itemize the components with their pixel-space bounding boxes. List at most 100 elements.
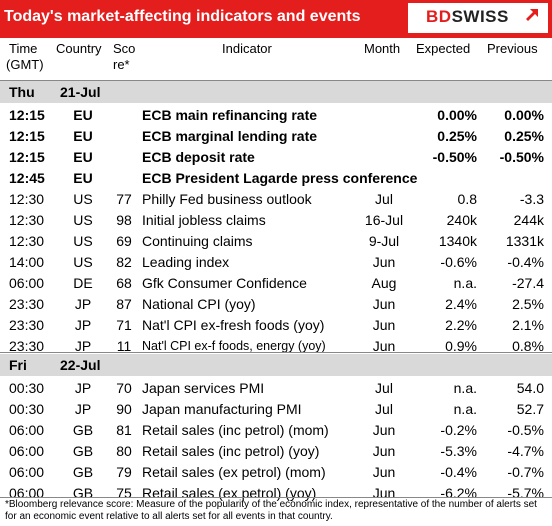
cell-score: 11 [116, 338, 132, 354]
section-divider [0, 352, 552, 353]
col-score-l2: re* [113, 57, 130, 72]
cell-indicator: Retail sales (ex petrol) (mom) [142, 464, 326, 480]
cell-indicator: Japan services PMI [142, 380, 265, 396]
cell-indicator: National CPI (yoy) [142, 296, 256, 312]
cell-score: 79 [116, 464, 132, 480]
cell-month: Jun [372, 443, 396, 459]
cell-month: 16-Jul [364, 212, 404, 228]
table-row: 06:00 GB 79 Retail sales (ex petrol) (mom) J… [0, 461, 552, 482]
cell-month: Jun [372, 296, 396, 312]
cell-time: 06:00 [9, 464, 45, 480]
cell-country: GB [72, 443, 94, 459]
cell-time: 14:00 [9, 254, 45, 270]
cell-expected: 240k [446, 212, 477, 228]
table-row: 06:00 DE 68 Gfk Consumer Confidence Aug n.a. -… [0, 272, 552, 293]
cell-country: GB [72, 422, 94, 438]
table-row: 00:30 JP 90 Japan manufacturing PMI Jul n.a. 5… [0, 398, 552, 419]
cell-score: 81 [116, 422, 132, 438]
cell-time: 12:30 [9, 212, 45, 228]
cell-month: Jun [372, 317, 396, 333]
cell-time: 23:30 [9, 317, 45, 333]
cell-country: US [73, 254, 93, 270]
cell-previous: 0.8% [512, 338, 544, 354]
column-header-row: Time (GMT) Country Sco re* Indicator Mon… [0, 38, 552, 81]
col-time-l2: (GMT) [6, 57, 44, 72]
cell-country: US [73, 233, 93, 249]
cell-score: 71 [116, 317, 132, 333]
section-date: 21-Jul [60, 84, 101, 100]
table-row: 12:45 EU ECB President Lagarde press confe… [0, 167, 552, 188]
col-country: Country [56, 41, 102, 56]
cell-score: 90 [116, 401, 132, 417]
table-row: 23:30 JP 87 National CPI (yoy) Jun 2.4% 2.5% [0, 293, 552, 314]
cell-indicator: ECB deposit rate [142, 149, 255, 165]
cell-previous: 1331k [505, 233, 544, 249]
bdswiss-logo: BDSWISS [408, 3, 548, 33]
col-score-l1: Sco [113, 41, 136, 56]
table-row: 12:15 EU ECB deposit rate -0.50% -0.50% [0, 146, 552, 167]
cell-expected: -0.2% [440, 422, 477, 438]
cell-country: JP [74, 296, 92, 312]
section-date: 22-Jul [60, 357, 101, 373]
cell-expected: 0.00% [437, 107, 477, 123]
cell-expected: 0.8 [457, 191, 477, 207]
day-section-header: Fri 22-Jul [0, 354, 552, 376]
cell-month: Jul [375, 401, 393, 417]
cell-indicator: Retail sales (inc petrol) (yoy) [142, 443, 320, 459]
cell-expected: -0.50% [432, 149, 477, 165]
cell-indicator: Initial jobless claims [142, 212, 266, 228]
cell-indicator: Gfk Consumer Confidence [142, 275, 307, 291]
table-row: 12:15 EU ECB main refinancing rate 0.00% 0.0… [0, 104, 552, 125]
cell-time: 23:30 [9, 296, 45, 312]
cell-expected: 0.9% [445, 338, 477, 354]
col-time-l1: Time [9, 41, 38, 56]
table-row: 23:30 JP 11 Nat'l CPI ex-f foods, energy (y… [0, 335, 552, 356]
cell-month: Jul [375, 380, 393, 396]
table-row: 12:30 US 69 Continuing claims 9-Jul 1340k 1331… [0, 230, 552, 251]
cell-country: EU [73, 170, 93, 186]
cell-country: JP [74, 317, 92, 333]
cell-expected: 2.2% [445, 317, 477, 333]
title-bar: Today's market-affecting indicators and … [0, 0, 552, 38]
cell-indicator: ECB marginal lending rate [142, 128, 318, 144]
cell-expected: n.a. [453, 275, 477, 291]
table-row: 23:30 JP 71 Nat'l CPI ex-fresh foods (yoy) J… [0, 314, 552, 335]
cell-score: 69 [116, 233, 132, 249]
cell-time: 00:30 [9, 401, 45, 417]
cell-score: 87 [116, 296, 132, 312]
cell-time: 12:30 [9, 191, 45, 207]
cell-score: 77 [116, 191, 132, 207]
cell-indicator: Continuing claims [142, 233, 253, 249]
table-row: 00:30 JP 70 Japan services PMI Jul n.a. 54.0 [0, 377, 552, 398]
cell-expected: -0.6% [440, 254, 477, 270]
cell-country: JP [74, 380, 92, 396]
cell-previous: -0.50% [499, 149, 544, 165]
table-row: 12:30 US 77 Philly Fed business outlook Jul 0… [0, 188, 552, 209]
cell-time: 12:15 [9, 107, 45, 123]
cell-country: EU [73, 128, 93, 144]
cell-previous: -3.3 [519, 191, 544, 207]
cell-previous: -0.7% [507, 464, 544, 480]
cell-previous: 52.7 [516, 401, 544, 417]
cell-expected: 0.25% [437, 128, 477, 144]
cell-indicator: ECB President Lagarde press conference [142, 170, 418, 186]
cell-time: 12:45 [9, 170, 45, 186]
table-row: 06:00 GB 80 Retail sales (inc petrol) (yoy)… [0, 440, 552, 461]
cell-score: 82 [116, 254, 132, 270]
day-section-header: Thu 21-Jul [0, 81, 552, 103]
cell-country: GB [72, 464, 94, 480]
cell-score: 70 [116, 380, 132, 396]
cell-month: Jun [372, 464, 396, 480]
cell-country: US [73, 212, 93, 228]
cell-expected: -5.3% [440, 443, 477, 459]
cell-score: 68 [116, 275, 132, 291]
cell-previous: -0.5% [507, 422, 544, 438]
cell-indicator: ECB main refinancing rate [142, 107, 318, 123]
cell-expected: n.a. [453, 401, 477, 417]
cell-expected: -0.4% [440, 464, 477, 480]
cell-time: 12:15 [9, 128, 45, 144]
cell-score: 80 [116, 443, 132, 459]
cell-month: Jun [372, 338, 396, 354]
col-previous: Previous [487, 41, 538, 56]
